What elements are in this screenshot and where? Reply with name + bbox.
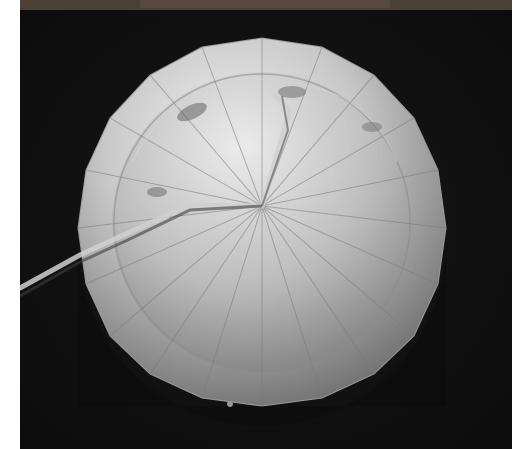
parachute-canopy-image <box>20 0 512 449</box>
right-margin <box>512 0 516 449</box>
canopy <box>77 37 447 426</box>
riser-line <box>20 93 293 298</box>
